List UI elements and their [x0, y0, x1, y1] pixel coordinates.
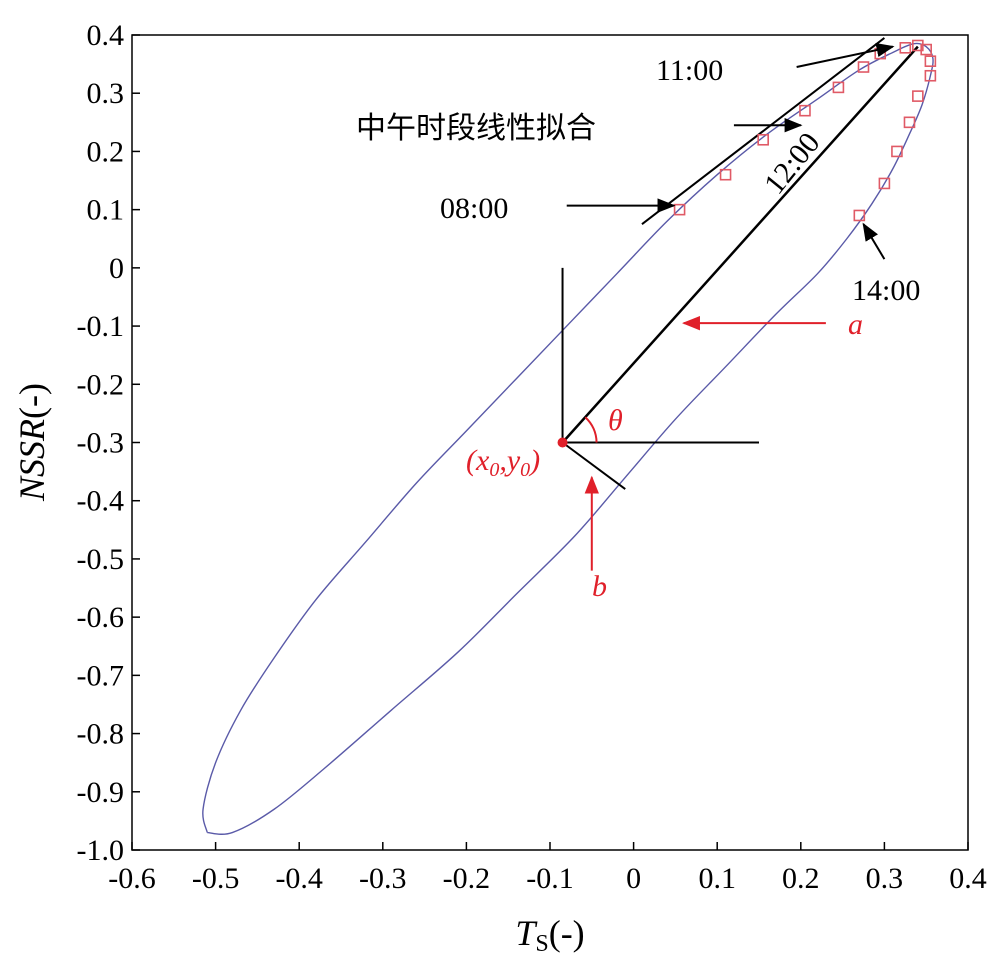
y-axis-title: NSSR(-)	[12, 383, 52, 502]
arrow-1400	[862, 222, 886, 260]
x-axis-title-main: T	[515, 913, 538, 953]
x-tick-label: -0.6	[108, 862, 156, 895]
label-noon-fit: 中午时段线性拟合	[356, 111, 596, 146]
y-tick-label: 0.4	[87, 19, 125, 52]
observation-marker	[719, 168, 732, 181]
y-tick-label: -0.5	[77, 543, 125, 576]
label-0800: 08:00	[440, 192, 508, 225]
y-tick-label: 0.2	[87, 135, 125, 168]
ellipse-curve	[202, 42, 934, 835]
observation-marker	[853, 209, 866, 222]
label-b: b	[592, 570, 607, 603]
y-axis-title-suffix: (-)	[12, 383, 52, 419]
center-label-end: )	[528, 444, 540, 477]
observation-marker	[924, 69, 937, 82]
observation-marker	[920, 43, 933, 56]
observation-marker	[899, 42, 912, 54]
x-axis-title: TS(-)	[515, 913, 584, 957]
observation-marker	[891, 145, 903, 158]
center-label-main: (x	[466, 444, 490, 477]
y-axis-ticks: 0.4 0.3 0.2 0.1 0 -0.1 -0.2 -0.3 -0.4 -0.5 -0.6 -0.…	[77, 19, 140, 867]
x-tick-label: 0.4	[949, 862, 987, 895]
x-tick-label: -0.2	[443, 862, 491, 895]
x-tick-label: -0.1	[526, 862, 574, 895]
y-tick-label: -0.3	[77, 427, 125, 460]
observation-marker	[912, 90, 924, 102]
plot-frame	[131, 34, 969, 851]
label-a: a	[848, 308, 863, 341]
x-axis-title-suffix: (-)	[549, 913, 585, 953]
x-tick-label: -0.3	[359, 862, 407, 895]
arrow-1100	[796, 42, 895, 68]
y-tick-label: -0.6	[77, 601, 125, 634]
x-tick-label: 0.1	[698, 862, 736, 895]
y-tick-label: 0.3	[87, 77, 125, 110]
observation-marker	[912, 39, 924, 52]
x-tick-label: 0	[626, 862, 641, 895]
center-label-sub-2: 0	[520, 459, 530, 481]
x-tick-label: 0.2	[782, 862, 820, 895]
x-axis-ticks: -0.6 -0.5 -0.4 -0.3 -0.2 -0.1 0 0.1 0.2 0.3 0.4	[108, 842, 987, 895]
y-tick-label: 0	[109, 252, 124, 285]
y-tick-label: 0.1	[87, 194, 125, 227]
theta-angle-arc	[584, 416, 598, 443]
y-tick-label: -0.2	[77, 368, 125, 401]
y-tick-label: -0.8	[77, 718, 125, 751]
observation-marker	[903, 116, 916, 129]
y-tick-label: -0.9	[77, 776, 125, 809]
y-tick-label: -0.1	[77, 310, 125, 343]
center-label-mid: ,y	[499, 444, 521, 477]
x-tick-label: -0.5	[192, 862, 240, 895]
major-axis-line	[561, 45, 919, 444]
y-axis-title-main: NSSR	[12, 419, 52, 502]
observation-marker	[878, 177, 891, 190]
center-label-sub-1: 0	[489, 459, 499, 481]
noon-fit-line	[641, 37, 886, 225]
x-axis-title-sub: S	[535, 931, 548, 957]
observation-markers	[673, 39, 937, 222]
observation-marker	[799, 104, 811, 117]
x-tick-label: 0.3	[866, 862, 904, 895]
observation-marker	[857, 61, 870, 73]
y-tick-label: -0.4	[77, 485, 125, 518]
y-tick-label: -0.7	[77, 659, 125, 692]
label-1400: 14:00	[852, 274, 920, 307]
y-tick-label: -1.0	[77, 834, 125, 867]
observation-marker	[832, 81, 845, 94]
label-center: (x0,y0)	[466, 444, 540, 481]
observation-marker	[757, 133, 769, 146]
label-theta: θ	[608, 404, 623, 437]
ellipse-center-dot	[557, 437, 568, 448]
observation-marker	[924, 55, 937, 67]
x-tick-label: -0.4	[275, 862, 323, 895]
minor-axis-line	[561, 441, 626, 490]
label-1100: 11:00	[656, 54, 723, 87]
